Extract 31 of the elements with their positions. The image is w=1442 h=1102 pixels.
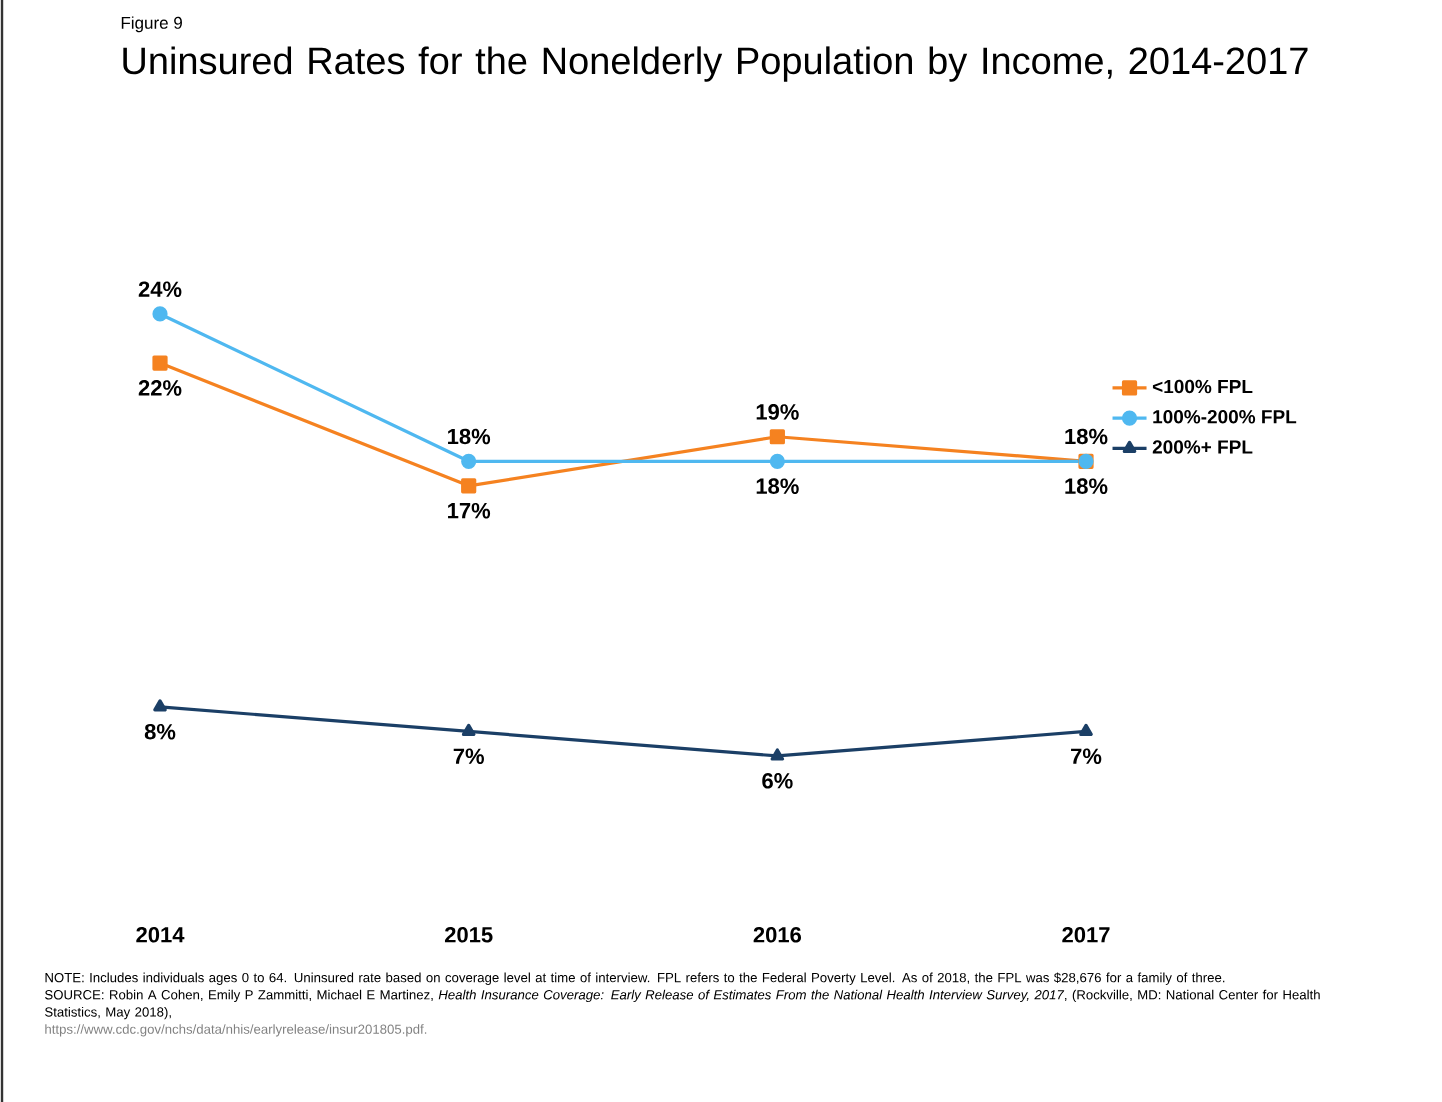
point xyxy=(461,478,477,494)
data-label: 7% xyxy=(1071,748,1102,764)
data-label: 18% xyxy=(1065,478,1108,494)
point xyxy=(770,748,785,761)
data-label: 18% xyxy=(448,428,491,445)
x-tick-label: 2016 xyxy=(753,927,802,943)
point xyxy=(461,723,476,737)
x-tick-label: 2014 xyxy=(136,927,185,943)
point xyxy=(152,355,168,371)
point xyxy=(769,429,785,445)
legend-label: 200%+ FPL xyxy=(1152,440,1253,454)
legend-label: 100%-200% FPL xyxy=(1153,410,1297,424)
x-tick-label: 2017 xyxy=(1062,927,1110,943)
point xyxy=(152,306,168,322)
data-label: 17% xyxy=(448,502,491,519)
data-label: 18% xyxy=(756,478,799,494)
data-label: 22% xyxy=(138,380,182,396)
data-label: 18% xyxy=(1065,428,1108,445)
point xyxy=(461,453,477,469)
x-tick-label: 2015 xyxy=(444,927,493,943)
caption: Figure 9 xyxy=(121,16,182,33)
point xyxy=(769,453,785,469)
point xyxy=(1079,723,1093,737)
data-label: 24% xyxy=(138,281,182,297)
chart-title: Uninsured Rates for the Nonelderly Population by Income, 2014-2017 xyxy=(123,46,1308,82)
legend-label: <100% FPL xyxy=(1152,379,1253,394)
data-label: 6% xyxy=(762,773,793,789)
point xyxy=(153,699,167,712)
data-label: 7% xyxy=(453,748,484,764)
data-label: 8% xyxy=(144,723,176,740)
data-label: 19% xyxy=(756,404,799,420)
